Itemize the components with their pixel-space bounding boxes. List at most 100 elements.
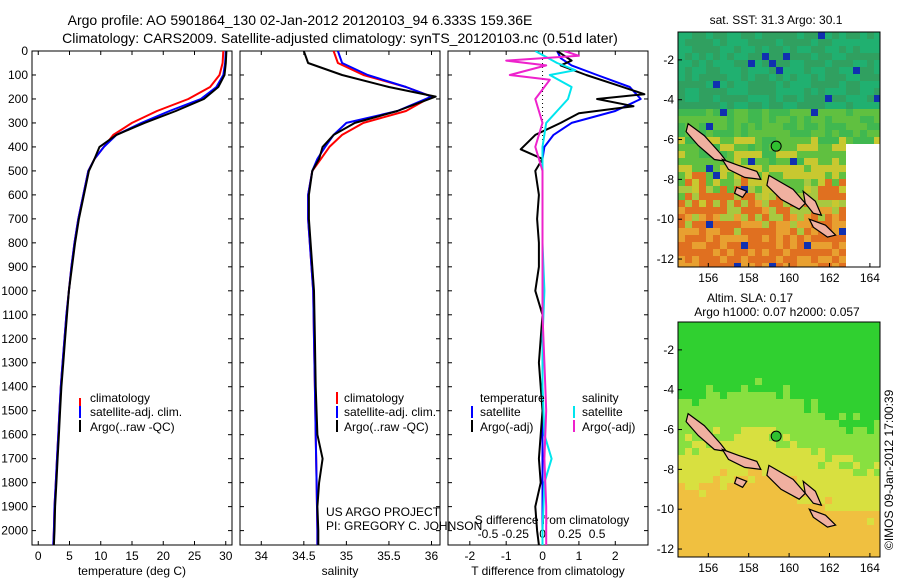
map-cell	[720, 511, 727, 518]
map-cell	[706, 336, 713, 343]
salinity-legend: climatology satellite-adj. clim. Argo(..…	[336, 391, 436, 434]
map-cell	[832, 462, 839, 469]
map-cell	[769, 518, 776, 525]
map-cell	[678, 539, 685, 546]
map-cell	[720, 242, 727, 249]
map-cell	[734, 214, 741, 221]
map-cell	[699, 123, 706, 130]
map-cell	[769, 413, 776, 420]
map-cell	[734, 420, 741, 427]
map-cell	[797, 249, 804, 256]
map-cell	[825, 95, 832, 102]
map-cell	[874, 427, 880, 434]
map-cell	[797, 455, 804, 462]
map-cell	[678, 81, 685, 88]
map-cell	[678, 74, 685, 81]
map-cell	[783, 60, 790, 67]
map-cell	[853, 455, 860, 462]
map-cell	[727, 207, 734, 214]
map-cell	[832, 483, 839, 490]
map-cell	[832, 228, 839, 235]
map-cell	[790, 74, 797, 81]
map-cell	[769, 130, 776, 137]
map-cell	[706, 546, 713, 553]
map-cell	[713, 137, 720, 144]
map-cell	[797, 186, 804, 193]
map-cell	[839, 193, 846, 200]
map-cell	[713, 413, 720, 420]
map-cell	[727, 228, 734, 235]
map-cell	[860, 137, 867, 144]
map-cell	[818, 322, 825, 329]
map-cell	[874, 525, 880, 532]
map-cell	[762, 483, 769, 490]
map-cell	[678, 214, 685, 221]
map-cell	[846, 518, 853, 525]
map-cell	[860, 39, 867, 46]
map-cell	[804, 420, 811, 427]
map-cell	[867, 53, 874, 60]
map-cell	[804, 392, 811, 399]
map-cell	[776, 207, 783, 214]
map-cell	[741, 137, 748, 144]
map-cell	[748, 392, 755, 399]
map-cell	[832, 116, 839, 123]
map-cell	[797, 546, 804, 553]
map-cell	[811, 350, 818, 357]
map-cell	[797, 172, 804, 179]
map-cell	[839, 434, 846, 441]
map-cell	[790, 235, 797, 242]
map-cell	[797, 130, 804, 137]
map-cell	[832, 256, 839, 263]
map-cell	[846, 137, 853, 144]
map-cell	[727, 214, 734, 221]
map-cell	[804, 371, 811, 378]
map-cell	[804, 242, 811, 249]
map-cell	[797, 385, 804, 392]
map-cell	[755, 67, 762, 74]
map-cell	[776, 532, 783, 539]
map-cell	[853, 539, 860, 546]
map-cell	[804, 448, 811, 455]
map-cell	[699, 490, 706, 497]
map-cell	[811, 123, 818, 130]
map-cell	[804, 518, 811, 525]
map-cell	[839, 214, 846, 221]
map-cell	[776, 67, 783, 74]
map-cell	[748, 504, 755, 511]
map-cell	[839, 329, 846, 336]
map-cell	[727, 200, 734, 207]
map-cell	[741, 130, 748, 137]
map-cell	[783, 32, 790, 39]
figure-title-line1: Argo profile: AO 5901864_130 02-Jan-2012…	[68, 12, 533, 28]
map-cell	[720, 406, 727, 413]
map-cell	[790, 539, 797, 546]
map-cell	[678, 263, 685, 267]
map-cell	[783, 322, 790, 329]
map-cell	[755, 151, 762, 158]
map-cell	[783, 399, 790, 406]
map-cell	[825, 158, 832, 165]
map-cell	[678, 151, 685, 158]
map-cell	[853, 385, 860, 392]
map-cell	[818, 95, 825, 102]
map-cell	[825, 322, 832, 329]
map-cell	[734, 385, 741, 392]
map-cell	[685, 95, 692, 102]
map-cell	[748, 371, 755, 378]
map-cell	[853, 497, 860, 504]
map-cell	[699, 109, 706, 116]
map-cell	[783, 81, 790, 88]
map-cell	[727, 413, 734, 420]
map-cell	[783, 371, 790, 378]
map-cell	[776, 88, 783, 95]
map-cell	[860, 427, 867, 434]
map-cell	[755, 532, 762, 539]
map-cell	[692, 158, 699, 165]
map-cell	[804, 88, 811, 95]
map-cell	[776, 490, 783, 497]
map-cell	[846, 60, 853, 67]
map-cell	[727, 546, 734, 553]
map-cell	[874, 413, 880, 420]
map-cell	[797, 242, 804, 249]
